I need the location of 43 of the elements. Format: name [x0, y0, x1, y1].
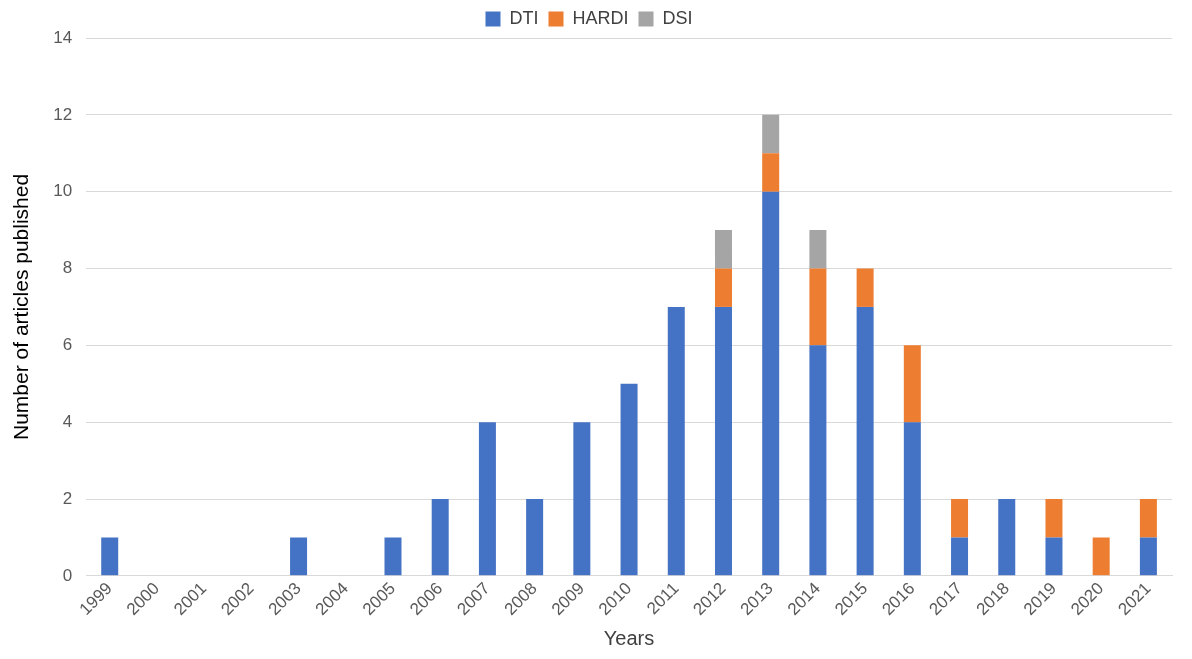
bar	[714, 230, 732, 269]
bar	[856, 306, 874, 576]
bar	[903, 422, 921, 576]
bar	[762, 191, 780, 576]
bar	[526, 499, 544, 576]
y-tick-label: 12	[53, 104, 73, 124]
y-tick-label: 4	[62, 411, 73, 431]
y-axis-title: Number of articles published	[9, 173, 33, 440]
bar	[998, 499, 1016, 576]
legend-label: DTI	[509, 7, 539, 28]
bar	[1045, 537, 1063, 576]
x-axis-title: Years	[603, 626, 655, 649]
y-tick-label: 0	[62, 565, 73, 585]
bar	[903, 345, 921, 423]
bar	[667, 306, 685, 576]
bar	[573, 422, 591, 576]
bar	[384, 537, 402, 576]
bar	[431, 499, 449, 576]
bar	[1045, 499, 1063, 538]
bar	[762, 153, 780, 192]
bar	[1092, 537, 1110, 576]
bar	[856, 268, 874, 307]
bar	[1139, 537, 1157, 576]
bar	[809, 345, 827, 576]
bar	[951, 537, 969, 576]
bar	[762, 114, 780, 154]
bar	[1139, 499, 1157, 538]
y-tick-label: 14	[53, 27, 73, 47]
bar	[290, 537, 308, 576]
y-tick-label: 6	[62, 335, 73, 355]
bar	[809, 230, 827, 269]
bar	[714, 306, 732, 576]
y-tick-label: 10	[53, 181, 73, 201]
bar	[620, 383, 638, 576]
y-tick-label: 8	[62, 258, 73, 278]
legend-label: DSI	[662, 7, 693, 28]
y-tick-label: 2	[62, 488, 73, 508]
bar	[809, 268, 827, 346]
bar	[714, 268, 732, 307]
bar	[101, 537, 119, 576]
legend-label: HARDI	[572, 7, 629, 28]
bar	[951, 499, 969, 538]
bar	[478, 422, 496, 576]
